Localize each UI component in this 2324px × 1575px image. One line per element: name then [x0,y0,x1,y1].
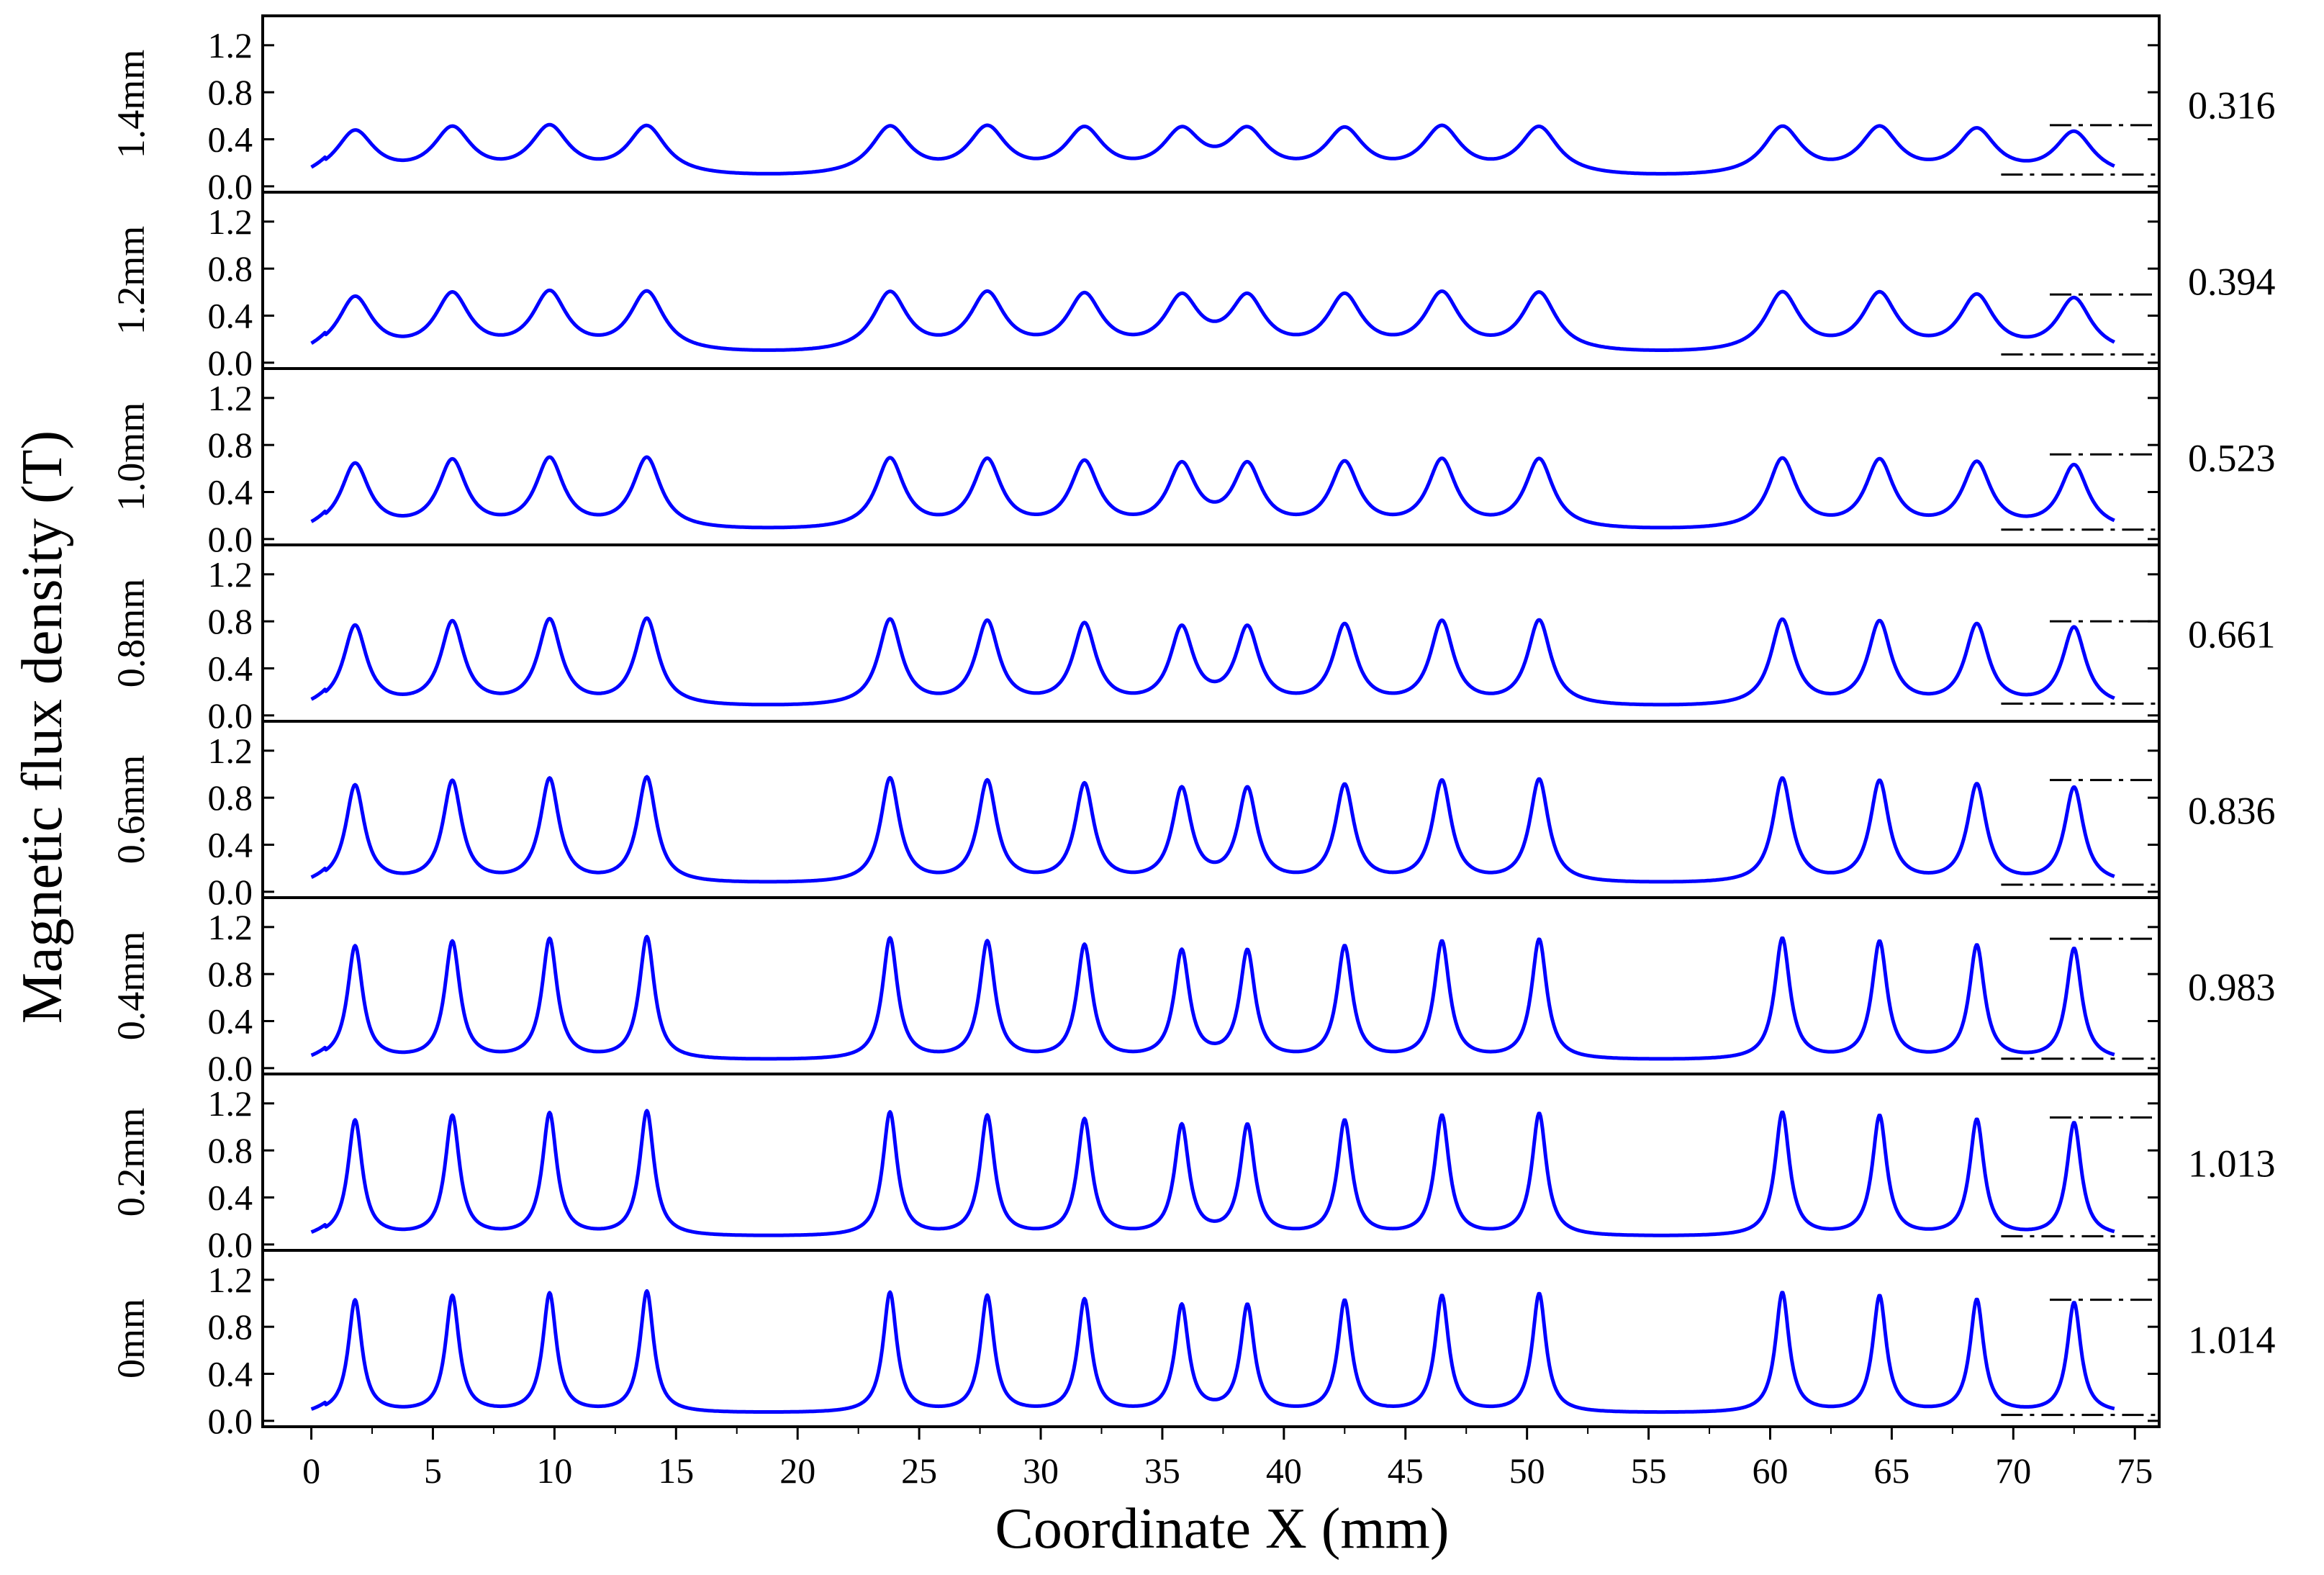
panel-label: 0.4mm [109,931,153,1041]
y-tick-label: 1.2 [208,731,253,771]
x-axis: 0 5 10 15 20 25 30 35 40 45 50 55 60 65 70 75 [302,1427,2153,1491]
amplitude-label: 0.661 [2188,613,2276,656]
amplitude-label: 0.316 [2188,84,2276,127]
y-tick-label: 0.8 [208,954,253,994]
y-tick-label: 0.8 [208,1307,253,1347]
y-tick-label: 0.4 [208,825,253,865]
flux-curve-0.2mm [310,1109,2115,1237]
flux-curve-1.0mm [310,455,2115,530]
y-tick-label: 0.0 [208,695,253,736]
panel-1.2mm: 0.0 0.4 0.8 1.2 1.2mm 0.394 [109,191,2276,383]
y-tick-label: 0.0 [208,519,253,559]
y-tick-label: 0.8 [208,1130,253,1170]
y-tick-label: 0.4 [208,1178,253,1218]
y-tick-label: 0.4 [208,119,253,160]
x-tick-label: 10 [536,1450,572,1491]
panel-label: 0mm [109,1299,153,1378]
amplitude-label: 1.014 [2188,1319,2276,1362]
panel-frame [261,720,2161,899]
y-tick-label: 1.2 [208,1083,253,1124]
amplitude-label: 0.394 [2188,261,2276,304]
amplitude-label: 0.523 [2188,437,2276,480]
flux-curve-1.2mm [310,288,2115,352]
y-tick-label: 0.8 [208,425,253,465]
y-tick-label: 1.2 [208,25,253,66]
amplitude-label: 0.836 [2188,790,2276,833]
panel-frame [261,1073,2161,1252]
y-tick-label: 0.4 [208,472,253,513]
y-tick-label: 0.0 [208,872,253,912]
panel-0.2mm: 0.0 0.4 0.8 1.2 0.2mm 1.013 [109,1073,2276,1265]
panel-label: 1.4mm [109,50,153,159]
x-tick-label: 70 [1995,1450,2031,1491]
y-tick-label: 0.0 [208,1224,253,1265]
x-tick-label: 75 [2117,1450,2153,1491]
y-tick-label: 0.8 [208,601,253,641]
panel-label: 0.6mm [109,755,153,865]
panel-1.0mm: 0.0 0.4 0.8 1.2 1.0mm 0.523 [109,367,2276,559]
y-tick-label: 1.2 [208,378,253,418]
panel-label: 0.8mm [109,579,153,688]
y-tick-label: 1.2 [208,554,253,595]
y-tick-label: 0.8 [208,248,253,289]
x-tick-label: 30 [1023,1450,1059,1491]
panel-frame [261,1249,2161,1428]
flux-curve-0.8mm [310,616,2115,707]
x-tick-label: 65 [1873,1450,1909,1491]
flux-curve-0.4mm [310,934,2115,1061]
x-tick-label: 5 [424,1450,442,1491]
x-tick-label: 55 [1631,1450,1667,1491]
panel-label: 1.2mm [109,226,153,335]
x-tick-label: 0 [302,1450,320,1491]
x-tick-label: 50 [1509,1450,1545,1491]
y-tick-label: 0.0 [208,343,253,383]
panel-label: 0.2mm [109,1108,153,1217]
panel-frame [261,191,2161,370]
y-tick-label: 0.0 [208,166,253,207]
panel-frame [261,14,2161,194]
y-tick-label: 0.4 [208,1354,253,1394]
y-tick-label: 0.8 [208,777,253,818]
y-tick-label: 0.4 [208,296,253,336]
y-tick-label: 0.4 [208,649,253,689]
y-tick-label: 0.0 [208,1048,253,1088]
panel-1.4mm: 0.0 0.4 0.8 1.2 1.4mm 0.316 [109,14,2276,207]
amplitude-label: 1.013 [2188,1142,2276,1186]
panel-label: 1.0mm [109,402,153,512]
x-tick-label: 35 [1144,1450,1180,1491]
panel-0mm: 0.0 0.4 0.8 1.2 0mm 1.014 [109,1249,2276,1441]
flux-curve-0mm [310,1289,2115,1414]
panel-frame [261,896,2161,1075]
amplitude-label: 0.983 [2188,966,2276,1009]
x-tick-label: 25 [901,1450,937,1491]
panel-0.6mm: 0.0 0.4 0.8 1.2 0.6mm 0.836 [109,720,2276,912]
y-tick-label: 0.0 [208,1401,253,1441]
flux-curve-1.4mm [310,122,2115,176]
flux-curve-0.6mm [310,775,2115,884]
x-tick-label: 60 [1752,1450,1788,1491]
y-tick-label: 1.2 [208,907,253,947]
panel-0.8mm: 0.0 0.4 0.8 1.2 0.8mm 0.661 [109,543,2276,736]
x-tick-label: 45 [1388,1450,1424,1491]
y-tick-label: 1.2 [208,1260,253,1300]
panel-0.4mm: 0.0 0.4 0.8 1.2 0.4mm 0.983 [109,896,2276,1088]
x-axis-title: Coordinate X (mm) [995,1497,1450,1561]
y-tick-label: 1.2 [208,202,253,242]
y-tick-label: 0.8 [208,72,253,112]
y-axis-title: Magnetic flux density (T) [11,430,74,1024]
x-tick-label: 15 [658,1450,694,1491]
x-tick-label: 40 [1266,1450,1302,1491]
y-tick-label: 0.4 [208,1001,253,1042]
x-tick-label: 20 [779,1450,815,1491]
